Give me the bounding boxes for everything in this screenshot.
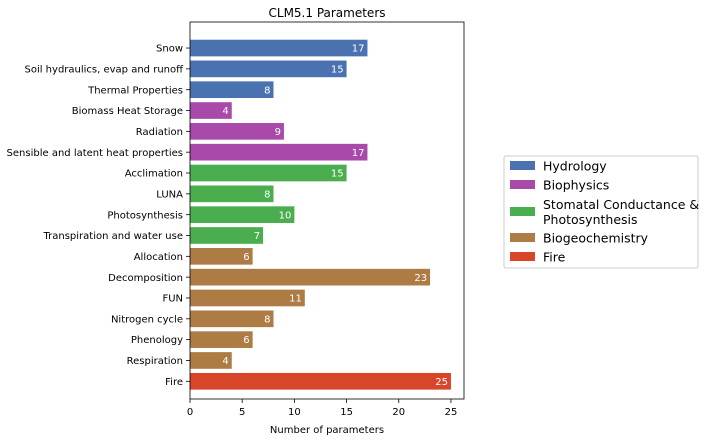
bar-10 [190,247,253,265]
y-tick-label: Phenology [131,335,183,346]
bar-value-label: 15 [331,169,344,180]
legend-label: Hydrology [543,159,607,174]
y-tick-label: Decomposition [108,273,183,284]
y-tick-label: Biomass Heat Storage [72,106,183,117]
plot-frame [189,21,465,400]
bar-11 [190,268,431,286]
bar-4 [190,123,284,140]
bar-value-label: 10 [279,210,292,221]
y-tick-label: Transpiration and water use [43,231,184,242]
legend-label: Biogeochemistry [543,231,649,246]
chart-title: CLM5.1 Parameters [269,6,386,20]
x-tick-label: 25 [445,407,458,418]
x-axis: 0 5 10 15 20 25 [187,399,458,418]
y-tick-label: Soil hydraulics, evap and runoff [24,64,184,75]
legend-swatch [510,233,535,242]
x-axis-title: Number of parameters [270,425,384,436]
legend-swatch [510,207,535,216]
bar-value-label: 17 [352,148,365,159]
legend-frame [503,155,699,269]
legend-label: Biophysics [543,178,609,193]
bar-value-label: 8 [264,85,270,96]
y-axis: Snow Soil hydraulics, evap and runoff Ther… [7,44,190,388]
y-tick-label: Allocation [134,252,183,263]
y-tick-label: Nitrogen cycle [111,314,183,325]
x-tick-label: 0 [187,407,193,418]
bar-2 [190,81,274,99]
legend: Hydrology Biophysics Stomatal Conductance … [503,155,699,269]
bar-1 [190,60,347,78]
y-tick-label: LUNA [156,189,183,200]
bar-value-label: 23 [414,273,427,284]
bar-value-label: 15 [331,64,344,75]
legend-swatch [510,252,535,261]
bar-13 [190,310,274,328]
y-tick-label: Sensible and latent heat properties [7,148,183,159]
bar-15 [190,352,232,369]
bar-5 [190,143,368,161]
y-tick-label: Fire [165,377,183,388]
bar-12 [190,289,305,307]
bar-8 [190,206,295,223]
bar-value-label: 11 [289,294,302,305]
bar-value-label: 8 [264,189,270,200]
bar-value-label: 6 [243,252,249,263]
x-tick-label: 5 [239,407,245,418]
bar-value-label: 4 [222,356,228,367]
y-tick-label: Snow [156,44,183,55]
y-tick-label: Acclimation [125,169,183,180]
bar-value-label: 7 [254,231,260,242]
bar-16 [190,372,451,390]
bar-value-label: 8 [264,314,270,325]
bar-value-label: 9 [275,127,281,138]
bar-3 [190,102,232,119]
y-tick-label: Radiation [136,127,183,138]
y-tick-label: Thermal Properties [87,85,183,96]
legend-swatch [510,161,535,170]
bar-value-label: 17 [352,44,365,55]
legend-label: Fire [543,250,566,265]
bar-9 [190,227,264,244]
bar-14 [190,331,253,348]
y-tick-label: FUN [162,294,183,305]
bar-value-label: 25 [435,377,448,388]
y-tick-label: Photosynthesis [107,210,183,221]
y-tick-label: Respiration [127,356,183,367]
x-tick-label: 15 [340,407,353,418]
bar-6 [190,164,347,182]
legend-label: Stomatal Conductance & Photosynthesis [543,197,699,227]
x-tick-label: 20 [392,407,405,418]
bar-0 [190,39,368,57]
legend-swatch [510,180,535,189]
bar-7 [190,185,274,203]
bar-value-label: 4 [222,106,228,117]
bar-value-label: 6 [243,335,249,346]
x-tick-label: 10 [288,407,301,418]
